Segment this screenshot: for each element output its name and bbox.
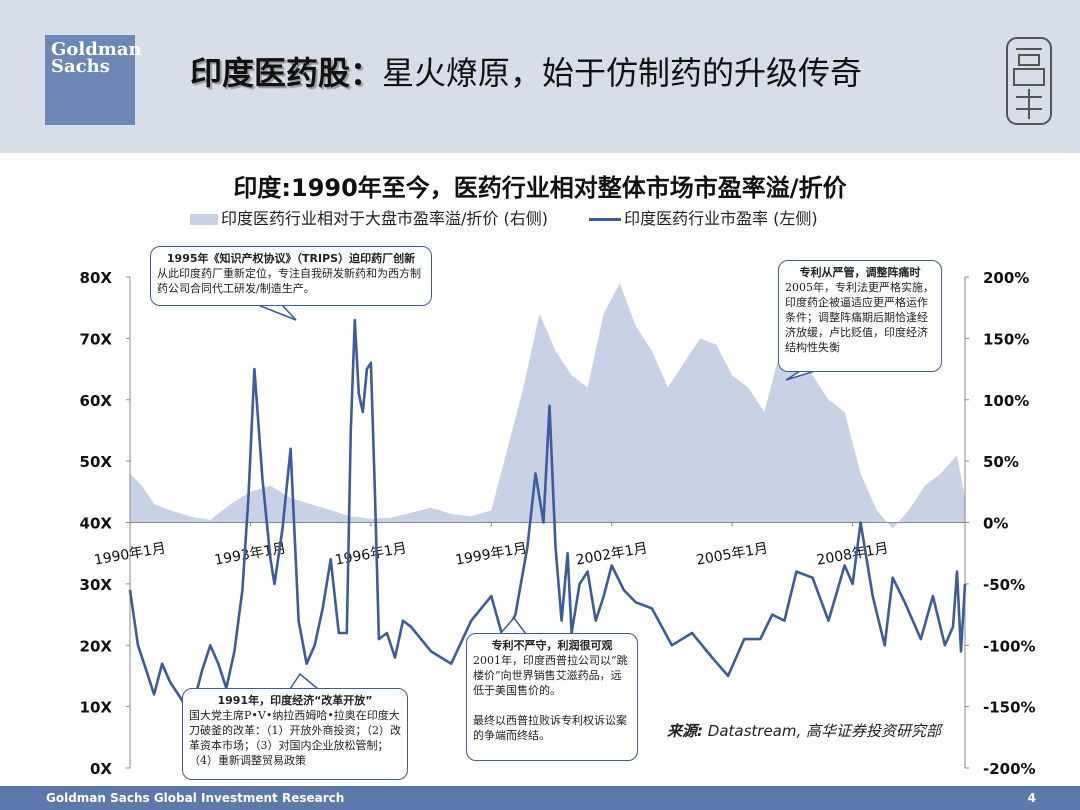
callout-2001-pointer	[498, 616, 528, 635]
left-tick-label: 0X	[90, 760, 112, 778]
right-tick-label: -100%	[983, 637, 1036, 655]
x-tick-label: 1996年1月	[334, 540, 408, 568]
right-tick-label: -50%	[983, 576, 1025, 594]
callout-2001-body1: 2001年，印度西普拉公司以“跳楼价”向世界销售艾滋药品，远低于美国售价的。	[473, 654, 628, 697]
page-title: 印度医药股：星火燎原，始于仿制药的升级传奇	[190, 48, 862, 94]
callout-2005-body: 2005年，专利法更严格实施，印度药企被逼适应更严格运作条件；调整阵痛期后期恰逢…	[785, 281, 934, 354]
source-label: 来源:	[667, 722, 703, 740]
callout-2001-title: 专利不严守，利润很可观	[491, 639, 613, 652]
title-rest: 星火燎原，始于仿制药的升级传奇	[382, 54, 863, 92]
x-tick-label: 2005年1月	[695, 540, 769, 568]
legend-swatch-line	[589, 218, 622, 221]
callout-1995-title: 1995年《知识产权协议》（TRIPS）迫印药厂创新	[166, 252, 416, 265]
callout-1995-trips: 1995年《知识产权协议》（TRIPS）迫印药厂创新 从此印度药厂重新定位，专注…	[150, 246, 432, 306]
logo-line1: Goldman	[51, 39, 142, 60]
callout-1995-pointer	[257, 304, 297, 321]
callout-2001-body2: 最终以西普拉败诉专利权诉讼案的争端而终结。	[473, 714, 627, 742]
left-tick-label: 30X	[80, 576, 113, 594]
right-tick-label: 100%	[983, 392, 1029, 410]
right-tick-label: -150%	[983, 699, 1036, 717]
legend-label-area: 印度医药行业相对于大盘市盈率溢/折价 (右侧)	[221, 209, 548, 228]
callout-1991-pointer	[288, 672, 321, 690]
source-note: 来源: Datastream, 高华证券投资研究部	[667, 720, 941, 741]
right-tick-label: 200%	[983, 269, 1029, 287]
callout-2005-title: 专利从严管，调整阵痛时	[799, 266, 921, 279]
left-tick-label: 50X	[80, 453, 113, 471]
callout-2005-patent: 专利从严管，调整阵痛时 2005年，专利法更严格实施，印度药企被逼适应更严格运作…	[778, 260, 942, 372]
left-tick-label: 10X	[80, 699, 113, 717]
left-tick-label: 60X	[80, 392, 113, 410]
footer-text: Goldman Sachs Global Investment Research	[46, 791, 345, 805]
left-tick-label: 80X	[80, 269, 113, 287]
callout-1991-reform: 1991年，印度经济“改革开放” 国大党主席P•V•纳拉西姆哈•拉奥在印度大刀破…	[182, 688, 408, 780]
footer-bar: Goldman Sachs Global Investment Research…	[0, 786, 1080, 810]
legend-swatch-area	[190, 214, 218, 225]
right-tick-label: 50%	[983, 453, 1019, 471]
header-band	[0, 0, 1080, 153]
source-text: Datastream, 高华证券投资研究部	[703, 722, 942, 740]
title-bold: 印度医药股：	[190, 54, 383, 92]
chart-title: 印度:1990年至今，医药行业相对整体市场市盈率溢/折价	[233, 174, 847, 202]
logo-line2: Sachs	[51, 56, 110, 77]
x-tick-label: 1999年1月	[454, 540, 528, 568]
page-number: 4	[1027, 791, 1036, 805]
callout-1995-body: 从此印度药厂重新定位，专注自我研发新药和为西方制药公司合同代工研发/制造生产。	[157, 267, 421, 295]
right-tick-label: -200%	[983, 760, 1036, 778]
left-tick-label: 70X	[80, 330, 113, 348]
series-premium-area	[130, 283, 965, 529]
series-pe-line	[128, 318, 967, 708]
left-tick-label: 40X	[80, 515, 113, 533]
chart-legend: 印度医药行业相对于大盘市盈率溢/折价 (右侧) 印度医药行业市盈率 (左侧)	[190, 205, 818, 229]
x-tick-label: 2008年1月	[815, 540, 889, 568]
right-tick-label: 0%	[983, 515, 1008, 533]
legend-label-line: 印度医药行业市盈率 (左侧)	[624, 209, 818, 228]
callout-2001-cipla: 专利不严守，利润很可观 2001年，印度西普拉公司以“跳楼价”向世界销售艾滋药品…	[466, 633, 638, 761]
left-tick-label: 20X	[80, 637, 113, 655]
chart-svg: 80X 70X 60X 50X 40X 30X 20X 10X 0X 200% 150% 100% 50…	[80, 269, 1036, 778]
gaohua-seal-logo	[1006, 37, 1052, 125]
callout-1991-body: 国大党主席P•V•纳拉西姆哈•拉奥在印度大刀破釜的改革：（1）开放外商投资；（2…	[189, 709, 401, 767]
callout-1991-title: 1991年，印度经济“改革开放”	[217, 694, 373, 707]
goldman-sachs-logo: Goldman Sachs	[45, 35, 142, 125]
right-tick-label: 150%	[983, 330, 1029, 348]
